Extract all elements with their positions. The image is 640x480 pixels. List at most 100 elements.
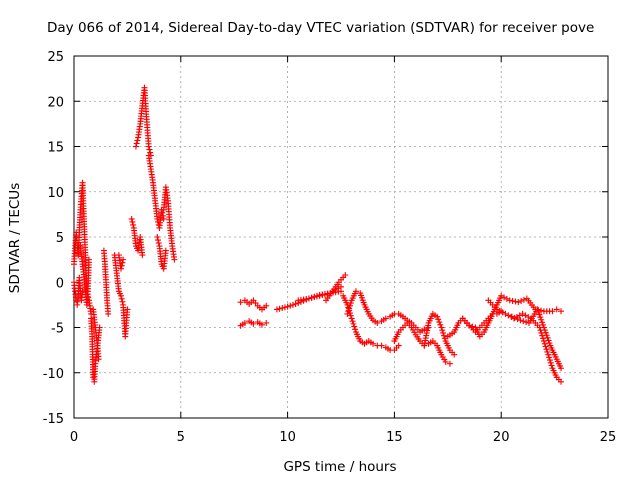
series-sat-h: [115, 252, 127, 272]
y-tick-label: -10: [43, 367, 64, 382]
data-point: [313, 292, 320, 299]
data-point: [540, 324, 547, 331]
data-point: [545, 351, 552, 358]
data-point: [508, 313, 515, 320]
data-point: [539, 319, 546, 326]
data-point: [352, 288, 359, 295]
data-point: [442, 358, 449, 365]
data-point: [499, 309, 506, 316]
data-point: [374, 319, 381, 326]
y-tick-label: 0: [56, 276, 64, 291]
series-sat-j: [132, 84, 154, 159]
data-point: [547, 359, 554, 366]
y-tick-label: -15: [43, 412, 64, 427]
data-point: [512, 298, 519, 305]
x-tick-label: 10: [279, 430, 296, 445]
data-point: [95, 356, 102, 363]
y-tick-label: 10: [47, 186, 64, 201]
data-point: [345, 308, 352, 315]
y-tick-label: 25: [47, 50, 64, 65]
series-sat-z: [508, 306, 565, 372]
data-point: [537, 314, 544, 321]
x-tick-label: 25: [600, 430, 617, 445]
data-point: [523, 319, 530, 326]
series-sat-s: [340, 292, 402, 354]
data-point: [534, 306, 541, 313]
data-point: [434, 313, 441, 320]
data-point: [511, 314, 518, 321]
data-point: [446, 360, 453, 367]
data-point: [139, 252, 146, 259]
data-point: [558, 365, 565, 372]
series-sat-f: [100, 247, 112, 317]
data-point: [520, 296, 527, 303]
data-point: [517, 317, 524, 324]
data-point: [258, 321, 265, 328]
data-point: [514, 316, 521, 323]
data-point: [542, 343, 549, 350]
data-point: [546, 357, 553, 364]
data-point: [538, 316, 545, 323]
data-point: [305, 295, 312, 302]
data-point: [378, 342, 385, 349]
data-point: [506, 297, 513, 304]
data-point: [118, 295, 125, 302]
chart-title: Day 066 of 2014, Sidereal Day-to-day VTE…: [47, 20, 594, 36]
data-point: [536, 311, 543, 318]
series-sat-i: [128, 215, 146, 259]
x-tick-label: 0: [70, 430, 78, 445]
data-point: [129, 218, 136, 225]
data-point: [540, 338, 547, 345]
data-point: [351, 323, 358, 330]
data-point: [276, 305, 283, 312]
data-point: [160, 212, 166, 219]
data-point: [347, 312, 354, 319]
data-point: [518, 297, 525, 304]
data-point: [540, 321, 547, 328]
data-point: [120, 256, 127, 263]
x-tick-label: 20: [493, 430, 510, 445]
data-point: [549, 308, 556, 315]
data-point: [440, 332, 447, 339]
data-point: [273, 306, 280, 313]
data-point: [515, 299, 522, 306]
data-point: [558, 378, 565, 385]
data-point: [501, 294, 508, 301]
data-point: [147, 149, 154, 156]
data-point: [505, 312, 512, 319]
data-point: [451, 351, 458, 358]
data-point: [117, 292, 124, 299]
tick-labels: 0 5 10 15 20 25 -15 -10 -5 0 5 10 15 20 25: [43, 50, 617, 445]
x-tick-label: 5: [177, 430, 185, 445]
data-point: [466, 322, 473, 329]
data-point: [382, 315, 389, 322]
data-point: [105, 310, 112, 317]
data-point: [543, 332, 550, 339]
data-point: [96, 324, 103, 331]
data-point: [342, 272, 349, 279]
data-point: [133, 140, 140, 147]
data-point: [289, 301, 296, 308]
data-point: [395, 342, 402, 349]
series-sat-w: [444, 308, 505, 340]
data-point: [85, 256, 92, 263]
data-point: [117, 265, 124, 272]
data-point: [502, 310, 509, 317]
data-point: [118, 262, 125, 269]
data-point: [469, 323, 476, 330]
data-point: [522, 312, 529, 319]
data-point: [154, 215, 161, 222]
data-point: [352, 326, 359, 333]
data-point: [241, 319, 248, 326]
data-point: [162, 247, 169, 254]
data-point: [132, 143, 139, 150]
series-sat-e: [90, 306, 103, 349]
data-point: [263, 302, 270, 309]
data-point: [542, 329, 549, 336]
x-tick-label: 15: [386, 430, 403, 445]
data-point: [421, 326, 428, 333]
data-point: [350, 320, 357, 327]
data-point: [154, 234, 161, 240]
data-point: [159, 209, 166, 216]
data-point: [134, 137, 141, 144]
